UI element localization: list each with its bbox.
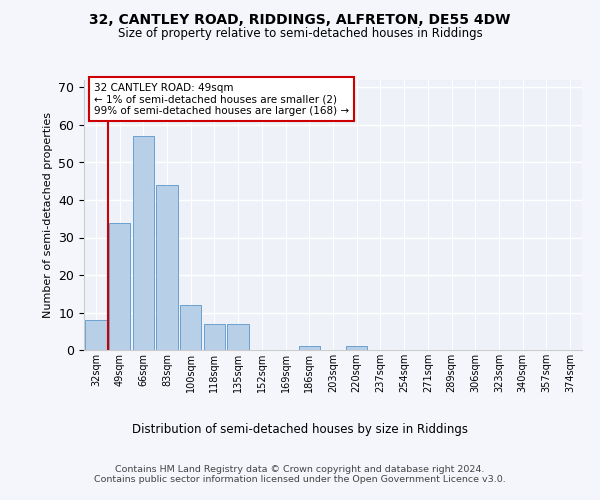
Text: Size of property relative to semi-detached houses in Riddings: Size of property relative to semi-detach…: [118, 28, 482, 40]
Bar: [157, 185, 178, 350]
Bar: [227, 324, 249, 350]
Bar: [299, 346, 320, 350]
Bar: [346, 346, 367, 350]
Text: 32, CANTLEY ROAD, RIDDINGS, ALFRETON, DE55 4DW: 32, CANTLEY ROAD, RIDDINGS, ALFRETON, DE…: [89, 12, 511, 26]
Text: 32 CANTLEY ROAD: 49sqm
← 1% of semi-detached houses are smaller (2)
99% of semi-: 32 CANTLEY ROAD: 49sqm ← 1% of semi-deta…: [94, 82, 349, 116]
Bar: [109, 222, 130, 350]
Text: Distribution of semi-detached houses by size in Riddings: Distribution of semi-detached houses by …: [132, 422, 468, 436]
Bar: [180, 305, 202, 350]
Bar: [85, 320, 107, 350]
Bar: [204, 324, 225, 350]
Bar: [133, 136, 154, 350]
Text: Contains HM Land Registry data © Crown copyright and database right 2024.
Contai: Contains HM Land Registry data © Crown c…: [94, 465, 506, 484]
Y-axis label: Number of semi-detached properties: Number of semi-detached properties: [43, 112, 53, 318]
